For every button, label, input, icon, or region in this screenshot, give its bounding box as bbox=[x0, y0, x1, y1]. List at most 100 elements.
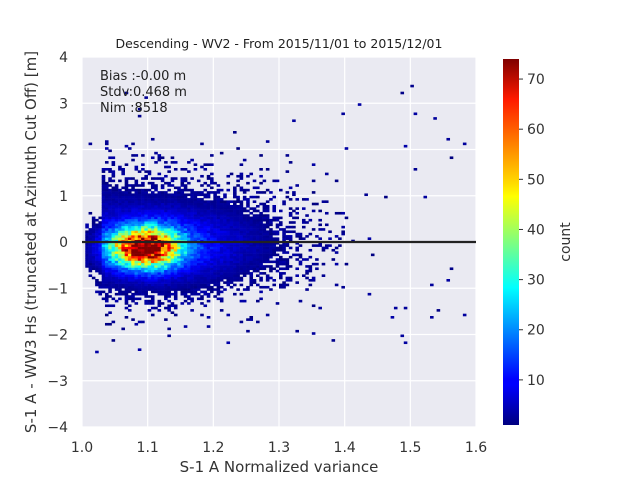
heatmap-cell bbox=[190, 198, 194, 201]
heatmap-cell bbox=[173, 272, 178, 275]
heatmap-cell bbox=[104, 281, 109, 284]
heatmap-cell bbox=[131, 154, 135, 157]
heatmap-cell bbox=[223, 200, 227, 203]
heatmap-cell bbox=[127, 262, 132, 266]
heatmap-cell bbox=[124, 200, 129, 203]
heatmap-cell bbox=[144, 191, 148, 194]
heatmap-cell bbox=[111, 193, 116, 197]
y-axis-label: S-1 A - WW3 Hs (truncated at Azimuth Cut… bbox=[22, 51, 40, 433]
heatmap-cell bbox=[328, 237, 332, 240]
heatmap-cell bbox=[246, 318, 250, 321]
heatmap-cell bbox=[190, 218, 194, 222]
heatmap-cell bbox=[200, 246, 204, 250]
heatmap-cell bbox=[193, 253, 198, 257]
heatmap-cell bbox=[137, 274, 142, 277]
heatmap-cell bbox=[167, 198, 171, 201]
heatmap-cell bbox=[144, 200, 148, 203]
heatmap-cell bbox=[114, 262, 119, 266]
heatmap-cell bbox=[98, 223, 102, 227]
heatmap-cell bbox=[229, 251, 234, 254]
heatmap-cell bbox=[187, 218, 191, 222]
heatmap-cell bbox=[210, 251, 214, 254]
heatmap-cell bbox=[141, 283, 145, 287]
heatmap-cell bbox=[111, 276, 116, 280]
heatmap-cell bbox=[305, 276, 309, 280]
heatmap-cell bbox=[154, 255, 158, 259]
heatmap-cell bbox=[101, 235, 106, 238]
heatmap-cell bbox=[147, 267, 152, 271]
heatmap-cell bbox=[95, 255, 99, 259]
heatmap-cell bbox=[187, 255, 191, 259]
heatmap-cell bbox=[104, 211, 109, 215]
heatmap-cell bbox=[226, 223, 231, 227]
heatmap-cell bbox=[101, 251, 106, 254]
heatmap-cell bbox=[104, 283, 109, 287]
heatmap-cell bbox=[219, 221, 224, 224]
heatmap-cell bbox=[183, 186, 188, 190]
heatmap-cell bbox=[282, 260, 286, 264]
heatmap-cell bbox=[98, 232, 102, 236]
heatmap-cell bbox=[124, 302, 129, 305]
heatmap-cell bbox=[150, 225, 155, 229]
heatmap-cell bbox=[147, 225, 152, 229]
heatmap-cell bbox=[137, 288, 142, 291]
heatmap-cell bbox=[183, 207, 188, 210]
heatmap-cell bbox=[164, 267, 168, 271]
heatmap-cell bbox=[164, 205, 168, 208]
heatmap-cell bbox=[170, 260, 175, 264]
heatmap-cell bbox=[177, 235, 181, 238]
heatmap-cell bbox=[141, 216, 145, 220]
heatmap-cell bbox=[147, 188, 152, 192]
heatmap-cell bbox=[177, 228, 181, 231]
heatmap-cell bbox=[187, 205, 191, 208]
heatmap-cell bbox=[150, 262, 155, 266]
heatmap-cell bbox=[121, 267, 125, 271]
heatmap-cell bbox=[239, 246, 244, 250]
heatmap-cell bbox=[249, 216, 254, 220]
heatmap-cell bbox=[167, 327, 171, 331]
heatmap-cell bbox=[226, 246, 231, 250]
heatmap-cell bbox=[193, 211, 198, 215]
heatmap-cell bbox=[219, 218, 224, 222]
heatmap-cell bbox=[167, 235, 171, 238]
heatmap-cell bbox=[134, 209, 139, 213]
heatmap-cell bbox=[200, 228, 204, 231]
heatmap-cell bbox=[177, 283, 181, 287]
heatmap-cell bbox=[206, 163, 211, 166]
heatmap-cell bbox=[141, 235, 145, 238]
heatmap-cell bbox=[160, 274, 165, 277]
heatmap-cell bbox=[252, 223, 257, 227]
heatmap-cell bbox=[164, 248, 168, 252]
heatmap-cell bbox=[170, 232, 175, 236]
heatmap-cell bbox=[223, 211, 227, 215]
heatmap-cell bbox=[170, 279, 175, 282]
heatmap-cell bbox=[167, 290, 171, 294]
heatmap-cell bbox=[187, 228, 191, 231]
heatmap-cell bbox=[160, 251, 165, 254]
heatmap-cell bbox=[170, 255, 175, 259]
heatmap-cell bbox=[236, 272, 240, 275]
heatmap-cell bbox=[242, 235, 247, 238]
heatmap-cell bbox=[262, 251, 267, 254]
heatmap-cell bbox=[170, 248, 175, 252]
heatmap-cell bbox=[344, 147, 349, 150]
heatmap-cell bbox=[167, 230, 171, 234]
colorbar bbox=[503, 59, 519, 425]
heatmap-cell bbox=[233, 223, 237, 227]
heatmap-cell bbox=[108, 276, 112, 280]
heatmap-cell bbox=[239, 163, 244, 166]
heatmap-cell bbox=[246, 329, 250, 333]
heatmap-cell bbox=[321, 246, 326, 250]
heatmap-cell bbox=[193, 288, 198, 291]
heatmap-cell bbox=[170, 274, 175, 277]
heatmap-cell bbox=[101, 274, 106, 277]
heatmap-cell bbox=[272, 267, 277, 271]
heatmap-cell bbox=[147, 211, 152, 215]
heatmap-cell bbox=[164, 211, 168, 215]
heatmap-cell bbox=[223, 225, 227, 229]
heatmap-cell bbox=[131, 258, 135, 261]
heatmap-cell bbox=[285, 242, 290, 245]
heatmap-cell bbox=[134, 302, 139, 305]
heatmap-cell bbox=[249, 235, 254, 238]
heatmap-cell bbox=[124, 274, 129, 277]
